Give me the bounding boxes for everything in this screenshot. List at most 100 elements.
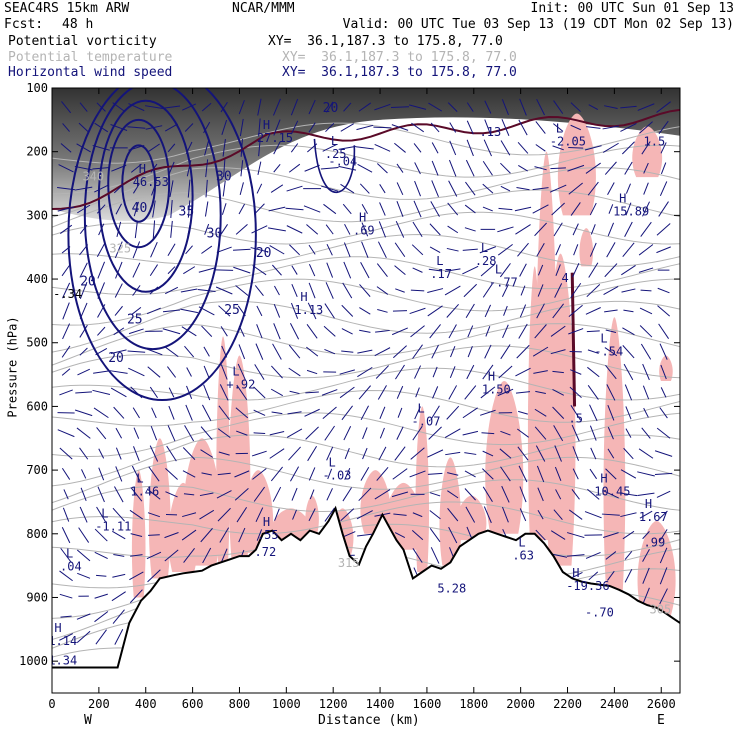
moist-region	[557, 113, 596, 216]
y-tick-label: 200	[26, 145, 48, 159]
wind-vector	[462, 248, 478, 251]
wind-vector	[110, 387, 127, 398]
wind-vector	[76, 427, 91, 439]
extremum-marker: H	[139, 162, 146, 176]
wind-vector	[448, 159, 457, 177]
wind-vector	[342, 203, 352, 215]
moist-region	[216, 336, 230, 563]
wind-vector	[463, 283, 477, 298]
wind-vector	[168, 405, 175, 420]
wind-vector	[252, 265, 267, 276]
wind-vector	[236, 507, 248, 523]
wind-vector	[164, 532, 179, 539]
wind-vector	[255, 343, 264, 360]
wind-vector	[273, 164, 281, 173]
wind-vector	[221, 120, 228, 135]
wind-vector	[201, 325, 213, 337]
wind-vector	[324, 349, 336, 355]
wind-vector	[325, 122, 335, 133]
wind-vector	[462, 430, 479, 436]
wind-vector	[499, 448, 512, 459]
wind-vector	[658, 323, 670, 339]
wind-vector	[378, 446, 387, 461]
wind-vector	[482, 283, 493, 298]
wind-vector	[567, 164, 585, 172]
wind-vector	[518, 119, 528, 136]
wind-vector	[164, 286, 179, 295]
wind-vector	[654, 450, 673, 457]
wind-vector	[642, 363, 650, 381]
wind-vector	[308, 467, 316, 481]
wind-vector	[78, 122, 89, 133]
wind-vector	[116, 221, 122, 238]
wind-vector	[114, 629, 124, 645]
extremum-marker: L	[436, 254, 443, 268]
wind-vector	[553, 123, 564, 132]
extremum-marker: L	[481, 241, 488, 255]
wind-vector	[414, 365, 422, 379]
wind-vector	[537, 264, 544, 276]
wind-vector	[638, 244, 654, 256]
extremum-value: -.54	[594, 344, 623, 358]
wind-vector	[79, 244, 89, 256]
wind-vector	[286, 428, 303, 438]
wind-vector	[572, 468, 579, 480]
wind-vector	[550, 167, 566, 170]
wind-vector	[201, 102, 212, 112]
wind-vector	[343, 261, 352, 279]
x-tick-label: 800	[229, 697, 251, 711]
wind-vector	[292, 509, 297, 520]
wind-vector	[357, 163, 373, 173]
wind-vector	[555, 264, 561, 277]
wind-vector	[151, 181, 157, 196]
wind-vector	[605, 468, 617, 480]
extremum-value: .63	[512, 548, 534, 562]
wind-vector	[517, 242, 529, 257]
wind-vector	[620, 123, 637, 132]
wind-vector	[60, 615, 72, 618]
wind-vector	[79, 347, 88, 356]
x-tick-label: 1800	[459, 697, 488, 711]
x-tick-label: 2400	[600, 697, 629, 711]
wind-vector	[376, 466, 389, 481]
wind-vector	[256, 305, 263, 317]
wind-vector	[515, 224, 531, 235]
extremum-marker: L	[66, 547, 73, 561]
wind-vector	[131, 306, 142, 315]
wind-vector	[180, 288, 198, 293]
wind-vector	[218, 305, 231, 317]
wind-vector	[584, 511, 602, 519]
wind-vector	[589, 468, 598, 480]
wind-vector	[483, 139, 492, 157]
wind-vector	[79, 447, 89, 460]
extremum-marker: L	[101, 507, 108, 521]
wind-vector	[186, 160, 192, 177]
wind-vector	[391, 491, 409, 498]
wind-vector	[220, 326, 228, 337]
wind-vector	[397, 407, 403, 418]
wind-vector	[306, 323, 318, 339]
x-tick-label: 2200	[553, 697, 582, 711]
wind-vector	[183, 493, 195, 496]
wind-vector	[602, 490, 619, 499]
wind-vector	[324, 507, 335, 522]
wind-vector	[57, 429, 75, 438]
wind-vector	[625, 202, 632, 216]
wind-vector	[604, 347, 618, 357]
wind-vector	[111, 164, 127, 172]
wind-vector	[59, 593, 73, 599]
wind-vector	[358, 102, 372, 112]
wind-vector	[187, 179, 191, 198]
wind-vector	[287, 411, 302, 415]
wind-vector	[464, 227, 476, 232]
wind-vector	[586, 283, 601, 298]
wind-vector	[588, 104, 599, 111]
wind-vector	[270, 466, 283, 482]
wind-vector	[590, 447, 597, 460]
wind-vector	[341, 328, 353, 335]
wind-vector	[569, 369, 582, 375]
wind-vector	[199, 492, 214, 497]
wind-vector	[63, 489, 69, 500]
wind-speed-label: 25	[224, 303, 240, 318]
wind-vector	[482, 364, 494, 380]
